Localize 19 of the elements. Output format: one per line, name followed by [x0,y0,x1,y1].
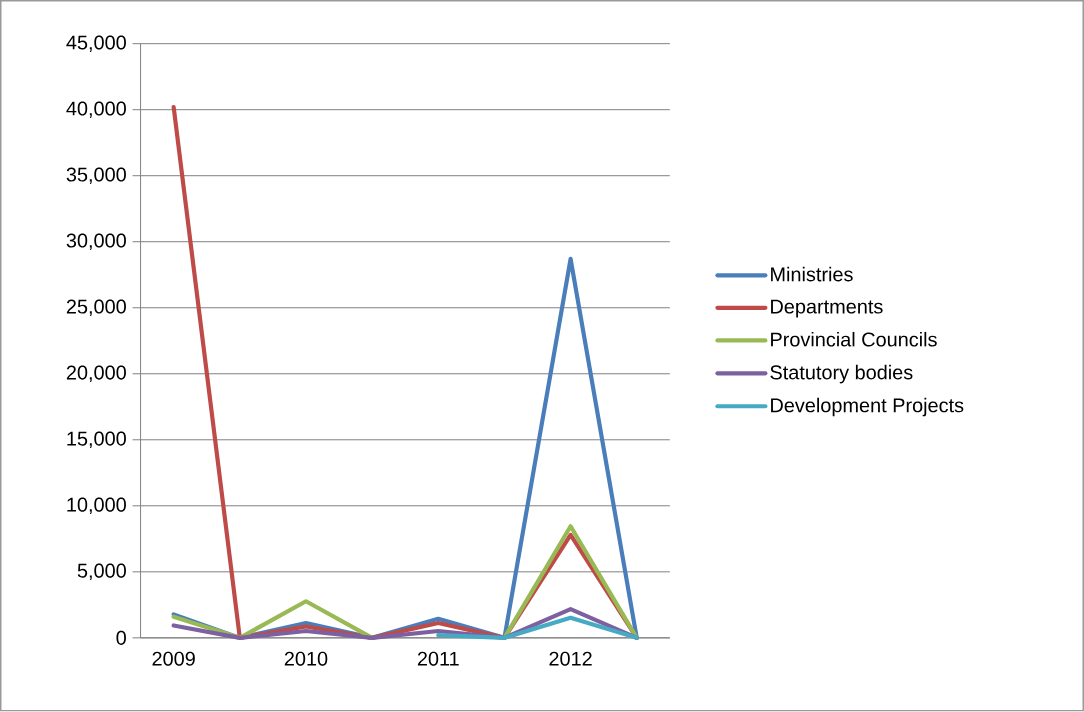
x-tick-label: 2011 [417,651,459,667]
y-tick-label: 30,000 [66,233,126,251]
x-tick-label: 2009 [152,651,195,667]
y-tick-label: 15,000 [67,431,126,449]
x-tick-label: 2012 [549,651,592,667]
y-tick-label: 10,000 [67,497,126,515]
y-tick-label: 20,000 [66,365,126,383]
y-tick-label: 35,000 [66,167,126,185]
y-tick-label: 40,000 [66,101,126,119]
legend-label: Ministries [771,267,853,282]
y-tick-label: 25,000 [66,299,126,317]
y-tick-label: 0 [116,631,126,646]
legend-label: Provincial Councils [771,332,937,347]
y-tick-label: 45,000 [66,35,126,53]
legend-label: Departments [771,299,883,318]
y-tick-label: 5,000 [77,563,126,581]
x-tick-label: 2010 [284,651,328,667]
legend-label: Development Projects [771,398,964,417]
legend-label: Statutory bodies [770,365,913,384]
